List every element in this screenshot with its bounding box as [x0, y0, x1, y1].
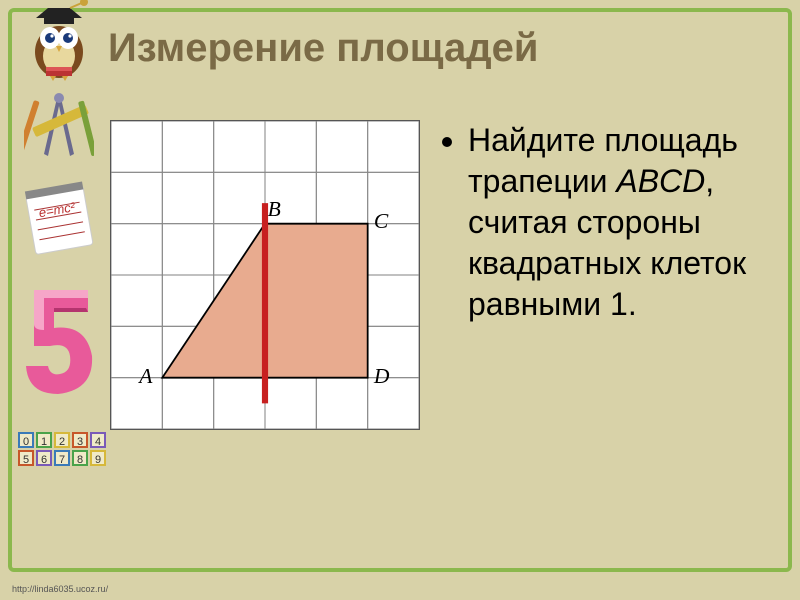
svg-text:2: 2 [59, 436, 65, 448]
cubes-icon: 0 1 2 3 4 5 6 7 8 9 [16, 430, 108, 486]
sidebar-decorations: e=mc² 0 1 2 3 4 5 6 7 8 9 [0, 0, 110, 600]
svg-text:D: D [373, 364, 390, 388]
svg-text:5: 5 [23, 454, 29, 466]
tools-icon [24, 90, 94, 170]
svg-text:8: 8 [77, 454, 83, 466]
svg-text:7: 7 [59, 454, 65, 466]
svg-text:C: C [374, 209, 389, 233]
svg-text:0: 0 [23, 436, 29, 448]
owl-icon [20, 0, 98, 82]
trapezoid-diagram: A B C D [110, 120, 420, 430]
svg-text:3: 3 [77, 436, 83, 448]
number-5-icon [14, 280, 106, 400]
svg-text:1: 1 [41, 436, 47, 448]
cube-row: 0 1 2 3 4 [18, 432, 106, 448]
problem-text: Найдите площадь трапеции ABCD, считая ст… [444, 120, 780, 570]
svg-text:A: A [137, 364, 153, 388]
problem-shape: ABCD [616, 163, 705, 199]
svg-text:9: 9 [95, 454, 101, 466]
svg-text:B: B [268, 197, 281, 221]
svg-text:4: 4 [95, 436, 101, 448]
notepad-icon: e=mc² [18, 174, 100, 261]
content-area: A B C D Найдите площадь трапеции ABCD, счит… [110, 120, 780, 570]
problem-bullet: Найдите площадь трапеции ABCD, считая ст… [468, 120, 770, 325]
svg-text:6: 6 [41, 454, 47, 466]
slide-title: Измерение площадей [108, 26, 538, 71]
